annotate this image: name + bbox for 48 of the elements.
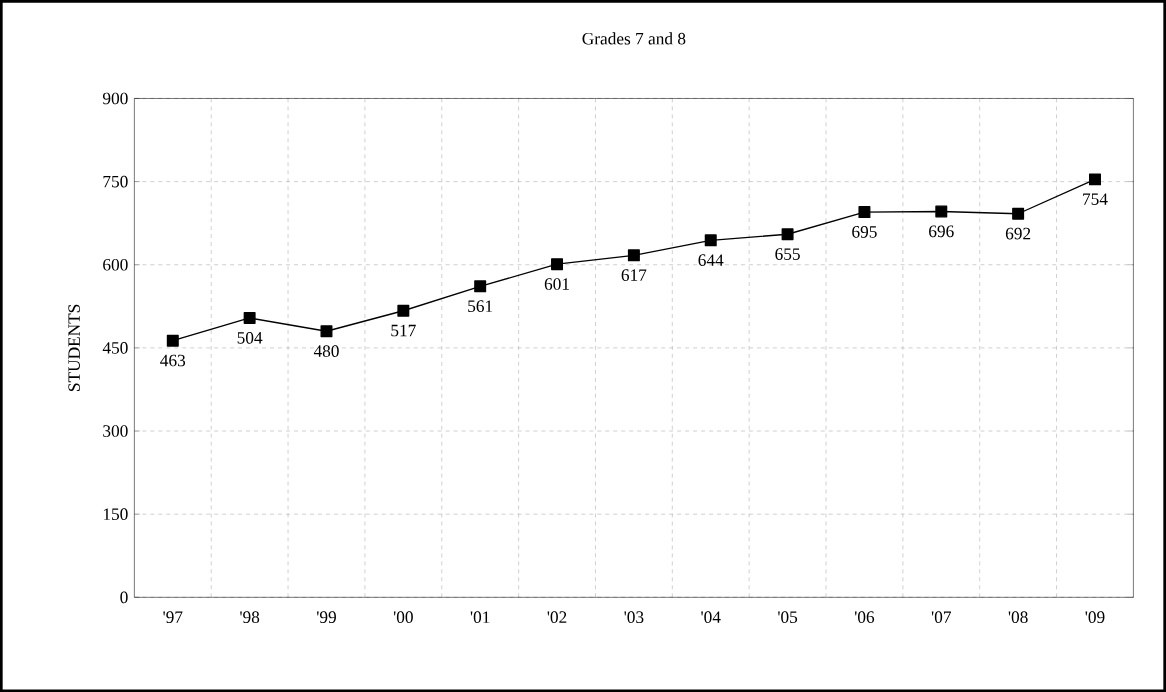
y-tick-label: 900 — [102, 92, 128, 105]
data-label: 617 — [621, 269, 647, 281]
data-label: 692 — [1005, 227, 1031, 240]
x-tick-label: '00 — [393, 611, 413, 623]
x-tick-label: '06 — [854, 611, 875, 623]
x-tick-label: '97 — [163, 611, 183, 623]
x-tick-label: '07 — [931, 611, 951, 623]
point — [243, 311, 256, 324]
x-tick-label: '02 — [547, 611, 567, 623]
data-label: 517 — [391, 324, 416, 337]
y-tick-label: 0 — [120, 591, 128, 604]
data-label: 480 — [313, 345, 339, 357]
x-tick-label: '01 — [470, 611, 490, 623]
data-label: 655 — [775, 248, 800, 260]
y-tick-label: 750 — [103, 175, 128, 188]
x-tick-label: '09 — [1085, 611, 1105, 623]
y-tick-label: 450 — [102, 342, 128, 354]
chart-title: Grades 7 and 8 — [582, 32, 686, 45]
point — [781, 228, 794, 241]
x-tick-label: '98 — [240, 611, 260, 623]
point — [1012, 207, 1025, 220]
x-tick-label: '03 — [624, 611, 644, 623]
point — [551, 258, 564, 271]
point — [166, 334, 179, 347]
point — [320, 325, 333, 338]
data-label: 644 — [698, 254, 724, 266]
data-label: 696 — [929, 225, 954, 238]
x-tick-label: '04 — [701, 611, 721, 623]
point — [858, 206, 871, 219]
point — [1088, 173, 1101, 186]
data-label: 561 — [468, 300, 493, 312]
x-tick-label: '99 — [317, 611, 336, 623]
data-label: 504 — [237, 331, 263, 344]
y-axis-title: STUDENTS — [68, 304, 80, 391]
point — [704, 234, 717, 247]
point — [935, 205, 948, 218]
y-tick-label: 600 — [103, 258, 128, 271]
data-label: 601 — [544, 278, 569, 290]
point — [474, 280, 487, 293]
point — [627, 249, 640, 262]
data-label: 463 — [160, 354, 186, 367]
data-label: 695 — [852, 226, 877, 238]
x-tick-label: '08 — [1008, 611, 1028, 623]
y-tick-label: 300 — [103, 425, 128, 437]
point — [397, 304, 410, 317]
y-tick-label: 150 — [103, 508, 128, 520]
x-tick-label: '05 — [778, 611, 798, 623]
data-label: 754 — [1083, 193, 1108, 205]
